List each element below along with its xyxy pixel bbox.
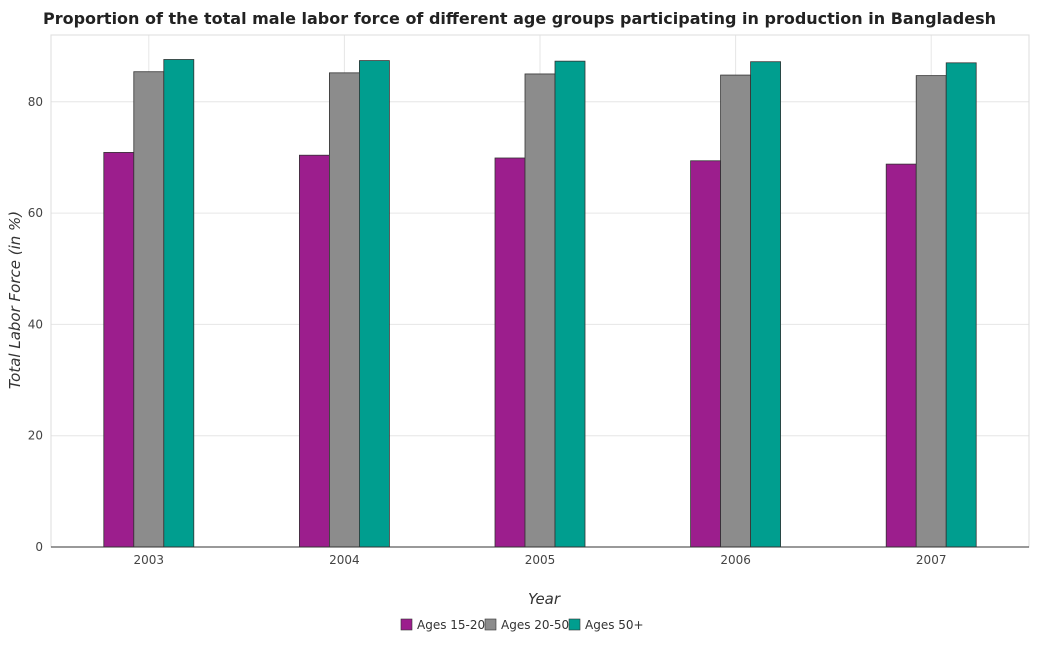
bar-ages-15-20-2005 [494,157,526,548]
bar-ages-20-50-2005 [524,73,556,548]
y-tick-label: 20 [28,429,43,443]
legend: Ages 15-20 Ages 20-50 Ages 50+ [400,618,644,632]
x-tick-label: 2006 [720,553,751,567]
bar-ages-15-20-2003 [103,152,135,548]
plot-area: 0 20 40 60 80 2003 2004 2005 2006 2007 [28,34,1030,567]
bar-ages-20-50-2003 [133,71,165,548]
y-tick-label: 0 [35,540,43,554]
y-axis-label: Total Labor Force (in %) [6,211,24,389]
bar-ages-15-20-2007 [885,163,917,548]
x-tick-label: 2007 [916,553,947,567]
bar-ages-50--2004 [358,60,390,548]
x-tick-label: 2003 [134,553,165,567]
bar-ages-20-50-2004 [328,72,360,548]
legend-label: Ages 50+ [585,618,644,632]
legend-swatch [568,618,581,631]
x-axis-label: Year [528,590,561,608]
legend-label: Ages 20-50 [501,618,569,632]
bar-ages-20-50-2007 [915,75,947,548]
bar-ages-50--2006 [750,61,781,548]
x-tick-label: 2005 [525,553,556,567]
legend-swatch [484,618,497,631]
x-tick-label: 2004 [329,553,360,567]
bar-ages-50--2005 [554,60,586,548]
y-tick-label: 40 [28,317,43,331]
bar-ages-15-20-2004 [298,154,330,548]
legend-label: Ages 15-20 [417,618,485,632]
chart-title: Proportion of the total male labor force… [43,9,996,28]
bar-ages-20-50-2006 [720,74,751,548]
y-tick-label: 60 [28,206,43,220]
y-tick-label: 80 [28,95,43,109]
bar-ages-50--2003 [163,59,195,548]
bar-ages-15-20-2006 [690,160,721,548]
bar-ages-50--2007 [945,62,977,548]
legend-swatch [400,618,413,631]
